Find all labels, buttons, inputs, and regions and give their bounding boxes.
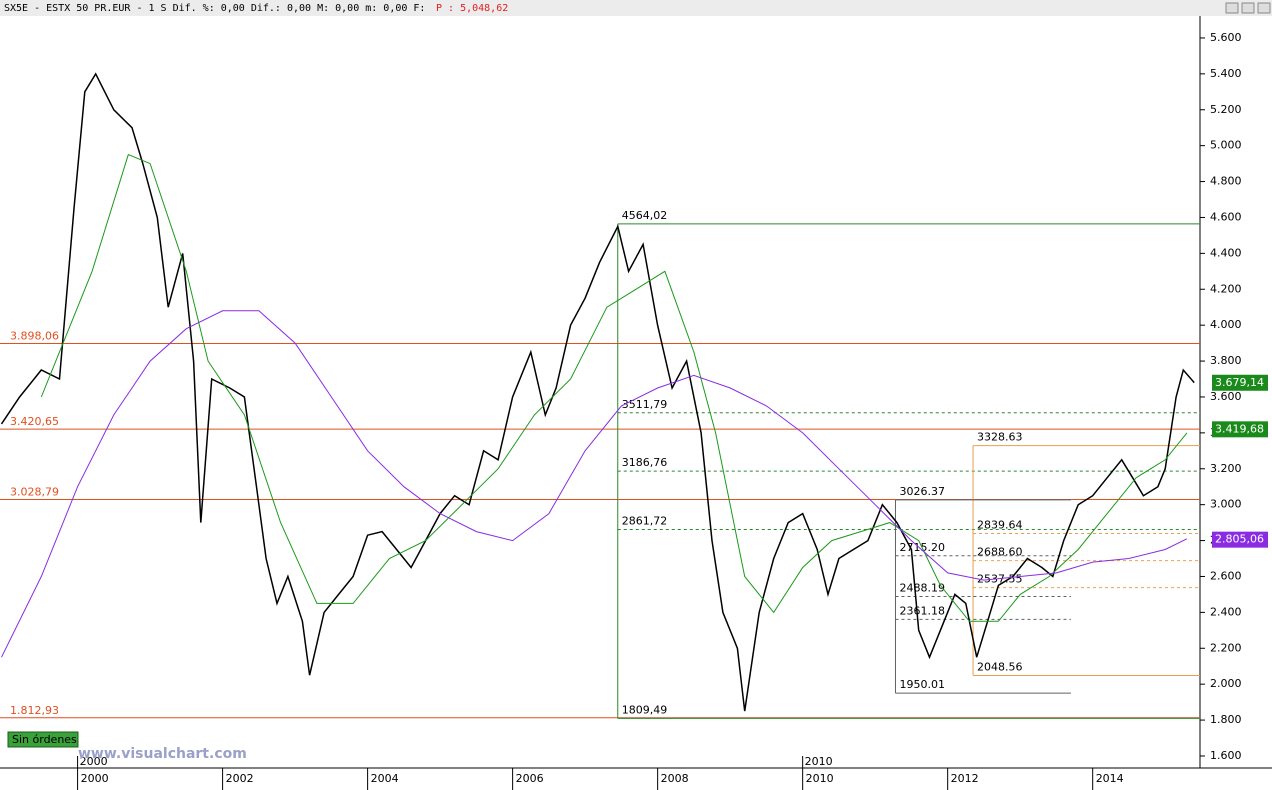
y-tick-label: 1.800 bbox=[1210, 713, 1242, 726]
level-label: 3.898,06 bbox=[10, 329, 59, 342]
y-tick-label: 5.600 bbox=[1210, 31, 1242, 44]
y-tick-label: 3.800 bbox=[1210, 354, 1242, 367]
series-line bbox=[40, 153, 1188, 622]
price-badge-label: 3.679,14 bbox=[1215, 376, 1264, 389]
level-label: 3.420,65 bbox=[10, 415, 59, 428]
y-tick-label: 2.200 bbox=[1210, 641, 1242, 654]
y-tick-label: 3.000 bbox=[1210, 498, 1242, 511]
watermark: www.visualchart.com bbox=[78, 746, 247, 762]
fib-label: 1950.01 bbox=[899, 678, 945, 691]
fib-label: 2048.56 bbox=[977, 660, 1023, 673]
period-marker-label: 2000 bbox=[80, 755, 108, 768]
fib-label: 2839.64 bbox=[977, 518, 1023, 531]
y-tick-label: 5.200 bbox=[1210, 103, 1242, 116]
x-tick-label: 2008 bbox=[661, 772, 689, 785]
price-badge bbox=[1212, 421, 1268, 438]
level-label: 3.028,79 bbox=[10, 485, 59, 498]
y-tick-label: 2.600 bbox=[1210, 569, 1242, 582]
y-tick-label: 5.000 bbox=[1210, 139, 1242, 152]
period-marker-label: 2010 bbox=[805, 755, 833, 768]
plot: 1.6001.8002.0002.2002.4002.6002.8003.000… bbox=[0, 31, 1242, 790]
fib-label: 1809,49 bbox=[622, 703, 668, 716]
x-tick-label: 2002 bbox=[226, 772, 254, 785]
y-tick-label: 3.600 bbox=[1210, 390, 1242, 403]
header-text: SX5E - ESTX 50 PR.EUR - 1 S Dif. %: 0,00… bbox=[4, 3, 425, 14]
fib-label: 2537.55 bbox=[977, 573, 1023, 586]
price-badge bbox=[1212, 531, 1268, 548]
fib-label: 3186,76 bbox=[622, 456, 668, 469]
price-badge-label: 2.805,06 bbox=[1215, 533, 1264, 546]
fib-label: 2688.60 bbox=[977, 546, 1023, 559]
series-line bbox=[1, 310, 1188, 658]
fib-label: 2361.18 bbox=[899, 604, 945, 617]
x-tick-label: 2006 bbox=[516, 772, 544, 785]
y-tick-label: 4.400 bbox=[1210, 246, 1242, 259]
y-tick-label: 5.400 bbox=[1210, 67, 1242, 80]
y-tick-label: 4.600 bbox=[1210, 210, 1242, 223]
y-tick-label: 1.600 bbox=[1210, 749, 1242, 762]
y-tick-label: 4.800 bbox=[1210, 175, 1242, 188]
close-button[interactable] bbox=[1257, 2, 1271, 14]
fib-label: 3026.37 bbox=[899, 485, 945, 498]
y-tick-label: 4.000 bbox=[1210, 318, 1242, 331]
x-tick-label: 2012 bbox=[951, 772, 979, 785]
y-tick-label: 2.400 bbox=[1210, 605, 1242, 618]
header-bar bbox=[0, 0, 1272, 16]
maximize-button[interactable] bbox=[1241, 2, 1255, 14]
y-tick-label: 2.000 bbox=[1210, 677, 1242, 690]
minimize-button[interactable] bbox=[1225, 2, 1239, 14]
fib-label: 2488.19 bbox=[899, 582, 945, 595]
price-badge bbox=[1212, 374, 1268, 391]
y-tick-label: 3.200 bbox=[1210, 462, 1242, 475]
x-tick-label: 2000 bbox=[81, 772, 109, 785]
fib-label: 3511,79 bbox=[622, 398, 668, 411]
level-label: 1.812,93 bbox=[10, 704, 59, 717]
x-tick-label: 2014 bbox=[1096, 772, 1124, 785]
series-line bbox=[0, 72, 1195, 712]
x-tick-label: 2010 bbox=[806, 772, 834, 785]
x-tick-label: 2004 bbox=[371, 772, 399, 785]
fib-label: 3328.63 bbox=[977, 431, 1023, 444]
fib-label: 4564,02 bbox=[622, 209, 668, 222]
fib-label: 2861,72 bbox=[622, 514, 668, 527]
status-box bbox=[7, 731, 79, 748]
y-tick-label: 4.200 bbox=[1210, 282, 1242, 295]
status-text: Sin órdenes bbox=[12, 733, 77, 746]
price-badge-label: 3.419,68 bbox=[1215, 422, 1264, 435]
header-price: P : 5,048,62 bbox=[436, 3, 508, 14]
